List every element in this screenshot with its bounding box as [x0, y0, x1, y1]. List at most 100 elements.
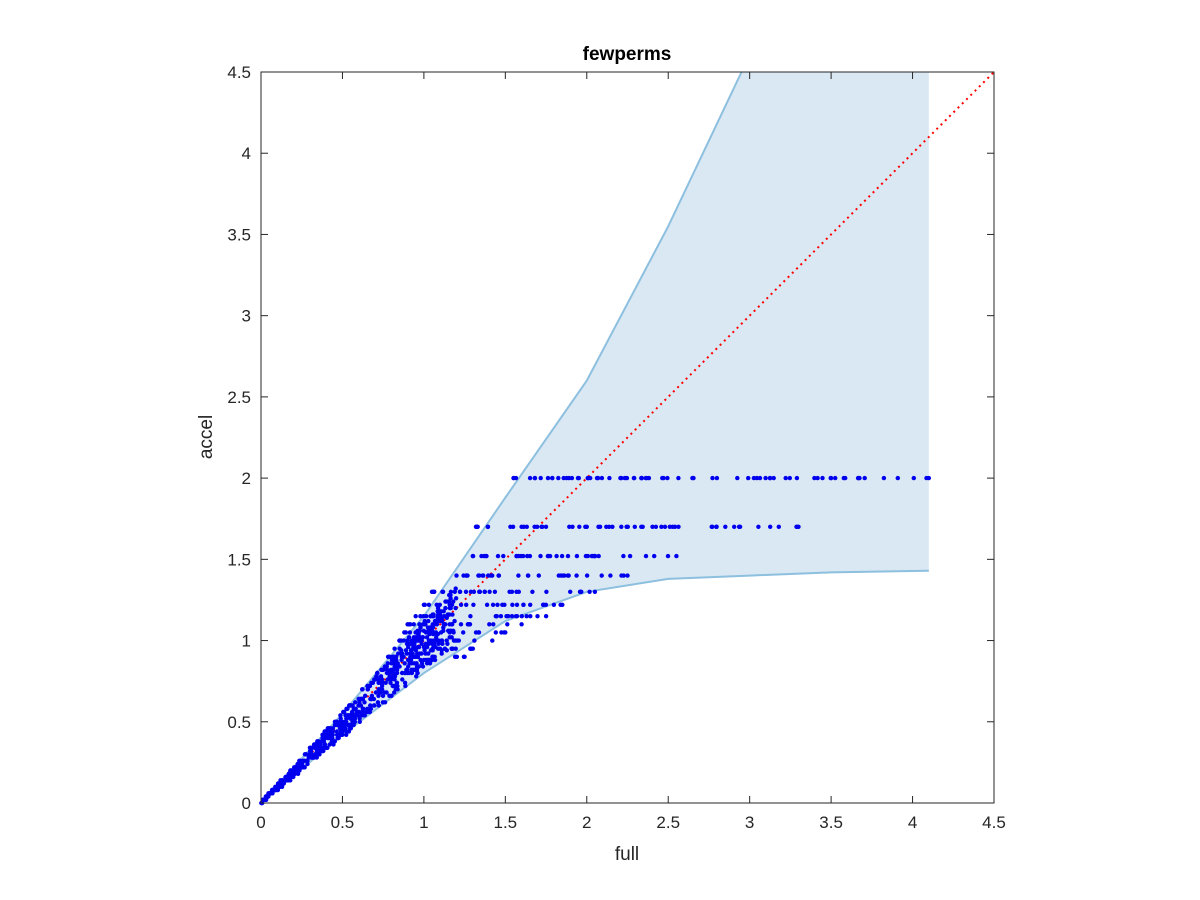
- data-point: [535, 614, 540, 619]
- data-point: [504, 614, 509, 619]
- x-tick-label: 0.5: [331, 813, 355, 832]
- data-point: [447, 592, 452, 598]
- y-tick-label: 1: [242, 632, 251, 651]
- data-point: [736, 524, 742, 529]
- data-point: [399, 657, 404, 663]
- data-point: [403, 630, 408, 635]
- data-point: [405, 638, 410, 643]
- data-point: [660, 475, 665, 481]
- data-point: [395, 683, 400, 689]
- data-point: [632, 475, 637, 481]
- data-point: [723, 524, 728, 529]
- data-point: [363, 693, 368, 698]
- data-point: [458, 602, 464, 607]
- data-point: [448, 589, 454, 594]
- data-point: [812, 475, 817, 481]
- data-point: [395, 687, 400, 692]
- band-lower-edge: [260, 569, 929, 804]
- data-point: [335, 722, 340, 728]
- data-point: [439, 618, 444, 624]
- data-point: [828, 475, 833, 481]
- data-point: [670, 524, 675, 529]
- data-point: [440, 615, 445, 620]
- data-point: [627, 553, 633, 559]
- data-point: [464, 602, 469, 607]
- data-point: [330, 726, 336, 731]
- data-point: [543, 524, 549, 529]
- data-point: [471, 602, 476, 607]
- data-point: [330, 732, 335, 737]
- data-point: [395, 661, 400, 666]
- data-point: [751, 475, 757, 481]
- data-point: [513, 614, 519, 619]
- data-point: [403, 683, 408, 689]
- data-point: [584, 524, 589, 529]
- data-point: [456, 638, 461, 643]
- y-tick-label: 4.5: [227, 63, 251, 82]
- data-point: [312, 755, 317, 760]
- data-point: [392, 646, 397, 651]
- data-point: [403, 648, 409, 653]
- data-point: [387, 674, 392, 679]
- x-tick-label: 3: [745, 813, 754, 832]
- y-axis-label: accel: [196, 415, 217, 459]
- data-point: [479, 553, 484, 559]
- data-point: [532, 524, 537, 529]
- data-point: [435, 605, 441, 611]
- data-point: [653, 524, 659, 529]
- data-point: [527, 553, 533, 559]
- data-point: [286, 771, 291, 776]
- data-point: [392, 690, 397, 695]
- data-point: [326, 726, 331, 731]
- data-point: [514, 553, 519, 559]
- data-point: [485, 524, 491, 529]
- data-point: [567, 524, 572, 529]
- data-point: [470, 553, 476, 559]
- data-point: [439, 651, 444, 656]
- data-point: [329, 739, 334, 744]
- confidence-band: [260, 71, 929, 804]
- data-point: [794, 475, 800, 481]
- data-point: [439, 638, 445, 643]
- data-point: [378, 674, 384, 679]
- data-point: [394, 670, 399, 676]
- data-point: [564, 475, 569, 481]
- data-point: [468, 646, 474, 651]
- data-point: [332, 719, 338, 724]
- data-point: [413, 635, 418, 640]
- data-point: [397, 638, 402, 643]
- data-point: [597, 524, 603, 529]
- data-point: [536, 573, 541, 578]
- data-point: [304, 758, 310, 763]
- data-point: [639, 524, 644, 529]
- data-point: [543, 614, 549, 619]
- data-point: [353, 706, 358, 711]
- data-point: [599, 475, 605, 481]
- data-point: [610, 524, 615, 529]
- data-point: [514, 602, 520, 607]
- data-point: [438, 609, 444, 614]
- data-point: [382, 664, 388, 669]
- data-point: [481, 573, 486, 578]
- data-point: [362, 700, 367, 705]
- x-tick-label: 4.5: [982, 813, 1006, 832]
- data-point: [532, 475, 538, 481]
- data-point: [294, 765, 299, 770]
- data-point: [444, 599, 449, 604]
- data-point: [440, 641, 445, 646]
- data-point: [425, 625, 431, 630]
- data-point: [296, 768, 302, 773]
- plot-frame: [260, 71, 995, 804]
- data-point: [379, 667, 384, 672]
- data-point: [412, 641, 417, 646]
- data-point: [426, 618, 431, 624]
- data-point: [570, 524, 575, 529]
- x-tick-label: 4: [908, 813, 917, 832]
- data-point: [474, 524, 479, 529]
- data-point: [371, 703, 377, 708]
- data-point: [288, 768, 293, 773]
- data-point: [312, 745, 318, 750]
- data-point: [585, 553, 591, 559]
- data-point: [365, 706, 370, 711]
- data-point: [376, 693, 381, 698]
